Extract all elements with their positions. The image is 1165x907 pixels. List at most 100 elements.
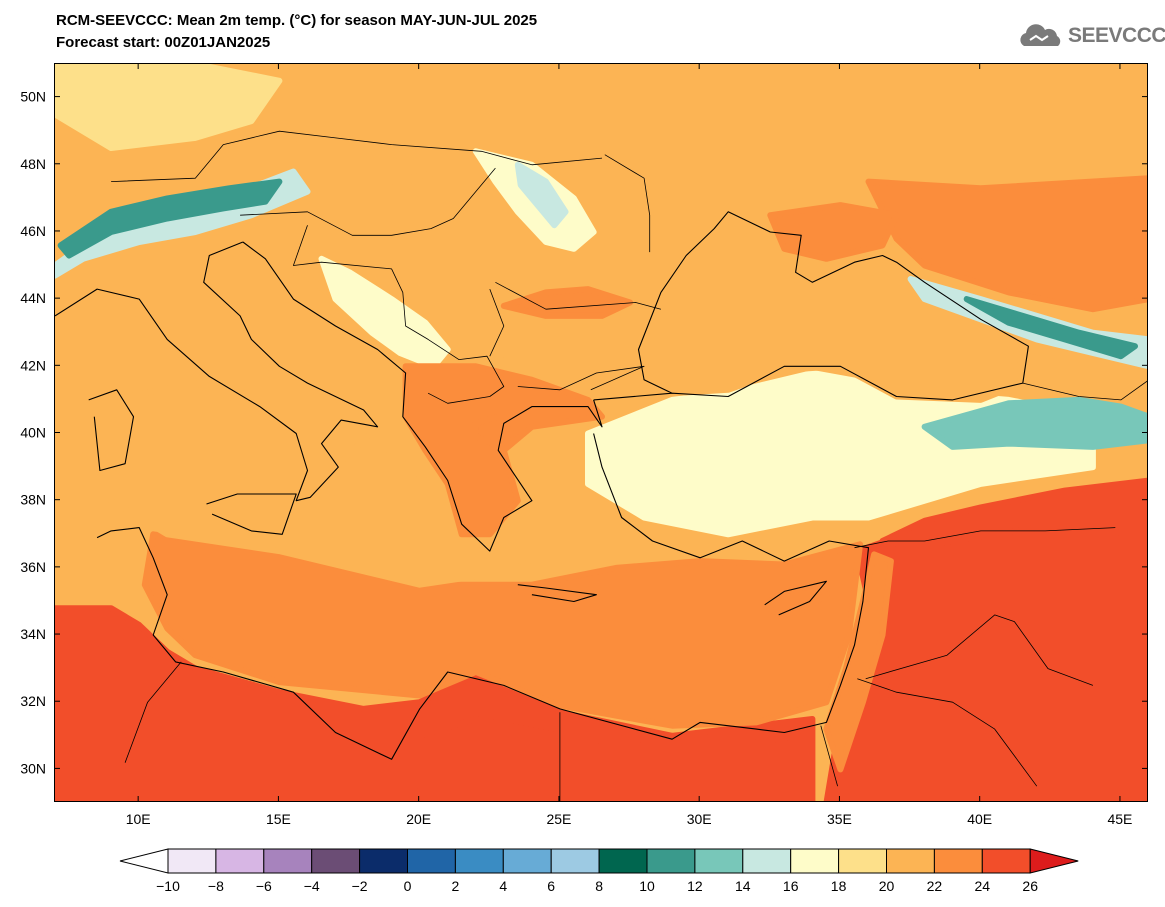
colorbar-under-triangle: [119, 848, 169, 874]
colorbar-swatch: [167, 848, 217, 874]
temp-region-anatolia-cool-east: [921, 396, 1147, 450]
temp-region-caucasus-core: [963, 296, 1138, 360]
lat-tick-label: 38N: [20, 492, 46, 508]
temp-region-carpathian-core: [514, 161, 569, 229]
lon-tick-label: 45E: [1107, 811, 1132, 827]
country-border: [111, 130, 603, 182]
colorbar-label: 12: [687, 878, 703, 894]
colorbar-swatch: [790, 848, 840, 874]
coastline: [764, 580, 827, 616]
colorbar-label: 8: [595, 878, 603, 894]
temp-region-greece-mainland: [402, 363, 605, 538]
temp-region-anatolia-southeast: [879, 477, 1147, 555]
colorbar-swatch: [838, 848, 887, 874]
coastline: [96, 433, 870, 760]
coastline: [242, 241, 603, 552]
colorbar-label: 14: [735, 878, 751, 894]
country-border: [1022, 380, 1147, 401]
lon-tick-label: 35E: [827, 811, 852, 827]
lat-tick-label: 30N: [20, 760, 46, 776]
colorbar-label: 24: [975, 878, 991, 894]
map-title: RCM-SEEVCCC: Mean 2m temp. (°C) for seas…: [56, 12, 538, 29]
colorbar-label: −4: [304, 878, 320, 894]
coastline: [593, 211, 1029, 401]
lat-tick-label: 48N: [20, 156, 46, 172]
seevccc-logo: SEEVCCC: [1016, 20, 1165, 54]
colorbar-label: 22: [927, 878, 943, 894]
colorbar-label: 18: [831, 878, 847, 894]
lon-tick-label: 25E: [546, 811, 571, 827]
colorbar-label: 0: [404, 878, 412, 894]
country-border: [857, 678, 1038, 787]
colorbar-label: 6: [547, 878, 555, 894]
temp-region-levant-coast: [823, 551, 894, 773]
temp-region-eastern-med-sea: [141, 531, 864, 729]
country-border: [604, 154, 651, 253]
colorbar-swatch: [981, 848, 1031, 874]
temp-region-black-sea: [635, 222, 1026, 403]
lon-tick-label: 15E: [266, 811, 291, 827]
coastline: [55, 241, 379, 502]
coastline: [88, 389, 135, 472]
lat-tick-label: 42N: [20, 357, 46, 373]
temp-region-greece-warm-spot: [472, 413, 516, 447]
country-border: [820, 725, 838, 787]
colorbar-swatch: [263, 848, 313, 874]
colorbar-swatch: [933, 848, 983, 874]
temp-region-crimea-warm: [767, 202, 900, 262]
logo-text: SEEVCCC: [1068, 24, 1165, 47]
lat-tick-label: 44N: [20, 290, 46, 306]
colorbar-label: 4: [499, 878, 507, 894]
lat-tick-label: 46N: [20, 223, 46, 239]
lon-tick-label: 30E: [687, 811, 712, 827]
lat-tick-label: 36N: [20, 559, 46, 575]
temp-region-bulgaria-warm: [500, 286, 634, 319]
temp-region-alps-inner: [57, 178, 283, 259]
country-border: [865, 614, 1094, 686]
lon-tick-label: 10E: [126, 811, 151, 827]
lat-tick-label: 32N: [20, 693, 46, 709]
colorbar-swatch: [598, 848, 648, 874]
colorbar-swatch: [646, 848, 696, 874]
temperature-field: [55, 64, 1147, 801]
lat-tick-label: 40N: [20, 425, 46, 441]
temp-region-east-plains: [865, 175, 1147, 313]
temp-region-egypt-interior: [416, 716, 802, 790]
temp-region-dinaric-cool: [318, 255, 451, 370]
colorbar-label: −8: [208, 878, 224, 894]
forecast-start-label: Forecast start: 00Z01JAN2025: [56, 34, 271, 51]
temp-region-central-europe-north: [55, 64, 1147, 219]
colorbar-label: −10: [156, 878, 180, 894]
colorbar-label: 20: [879, 878, 895, 894]
lat-tick-label: 50N: [20, 89, 46, 105]
country-border: [517, 365, 645, 391]
coastline: [517, 584, 597, 603]
lon-tick-label: 20E: [406, 811, 431, 827]
temp-region-north-west-cool: [55, 64, 283, 151]
colorbar-swatch: [311, 848, 361, 874]
colorbar-swatch: [407, 848, 456, 874]
coastline: [206, 493, 297, 535]
colorbar-swatch: [694, 848, 744, 874]
colorbar-label: 16: [783, 878, 799, 894]
colorbar-swatch: [359, 848, 409, 874]
colorbar-label: 26: [1022, 878, 1038, 894]
lat-tick-label: 34N: [20, 626, 46, 642]
colorbar-over-triangle: [1029, 848, 1079, 874]
colorbar-swatch: [886, 848, 935, 874]
cloud-icon: [1020, 24, 1061, 46]
country-border: [495, 281, 662, 310]
colorbar-label: 2: [452, 878, 460, 894]
colorbar-swatch: [742, 848, 792, 874]
country-border: [854, 527, 1116, 549]
country-border: [240, 167, 496, 236]
country-border: [292, 225, 505, 404]
colorbar-label: −2: [352, 878, 368, 894]
colorbar-swatch: [550, 848, 600, 874]
map-area[interactable]: [54, 63, 1148, 802]
colorbar-label: −6: [256, 878, 272, 894]
country-border: [489, 288, 505, 357]
colorbar-label: 10: [639, 878, 655, 894]
colorbar-swatch: [502, 848, 552, 874]
colorbar-swatch: [215, 848, 265, 874]
